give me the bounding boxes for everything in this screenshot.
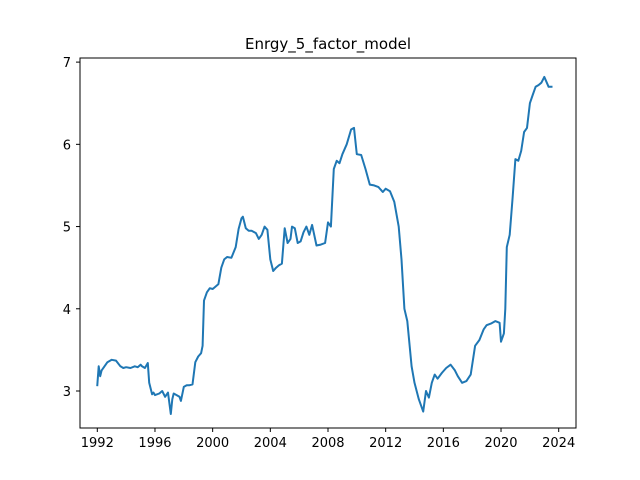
series-line xyxy=(96,75,553,415)
x-tick-label: 2008 xyxy=(311,436,344,451)
x-tick-label: 1996 xyxy=(138,436,171,451)
x-tick-label: 1992 xyxy=(81,436,114,451)
x-tick-label: 2000 xyxy=(196,436,229,451)
y-tick-label: 6 xyxy=(63,138,71,153)
y-tick-label: 7 xyxy=(63,56,71,71)
x-axis: 1992 1996 2000 2004 2008 2012 2016 2020 2024 xyxy=(81,428,575,451)
y-tick-label: 4 xyxy=(63,303,71,318)
y-axis: 3 4 5 6 7 xyxy=(63,56,80,400)
x-tick-label: 2024 xyxy=(542,436,575,451)
x-tick-label: 2012 xyxy=(369,436,402,451)
x-tick-label: 2020 xyxy=(484,436,517,451)
x-tick-label: 2004 xyxy=(254,436,287,451)
y-tick-label: 5 xyxy=(63,221,71,236)
x-tick-label: 2016 xyxy=(427,436,460,451)
y-tick-label: 3 xyxy=(63,385,71,400)
chart-title: Enrgy_5_factor_model xyxy=(245,35,411,54)
